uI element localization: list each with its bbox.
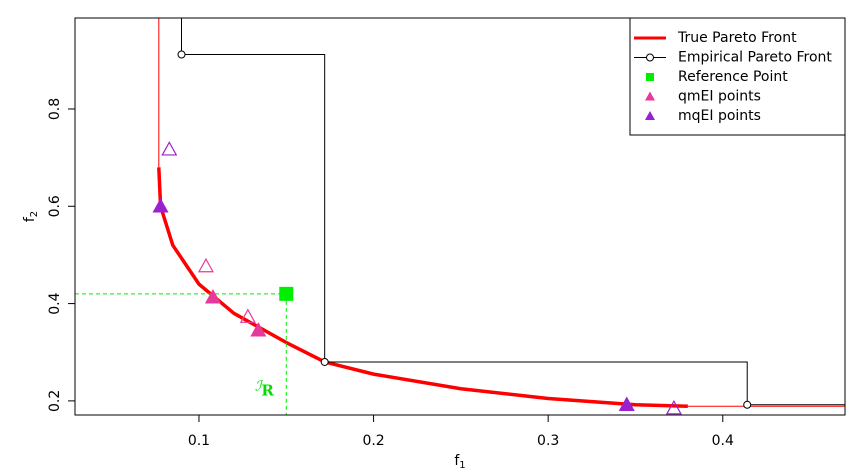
annotation-main: ℐ bbox=[255, 378, 264, 394]
legend-label: Empirical Pareto Front bbox=[678, 50, 832, 66]
empirical-point bbox=[743, 400, 752, 409]
ei-point bbox=[239, 308, 256, 323]
legend-label: Reference Point bbox=[678, 69, 788, 85]
ei-point bbox=[250, 322, 267, 337]
ei-point bbox=[161, 141, 178, 156]
true-pareto-front bbox=[157, 167, 688, 408]
y-tick-label: 0.4 bbox=[47, 292, 63, 314]
ei-point bbox=[618, 396, 635, 411]
empirical-point bbox=[177, 50, 186, 59]
ei-point bbox=[204, 289, 221, 304]
legend-key bbox=[645, 91, 655, 101]
x-label-main: f bbox=[454, 453, 460, 469]
annotation: ℐR bbox=[255, 378, 275, 399]
empirical-point bbox=[320, 357, 329, 366]
legend-key bbox=[646, 73, 654, 81]
annotation-sub: R bbox=[261, 381, 274, 399]
x-axis-label: f1 bbox=[454, 453, 465, 471]
y-label-sub: 2 bbox=[29, 211, 40, 217]
legend-key bbox=[646, 53, 654, 62]
legend-label: mqEI points bbox=[678, 108, 761, 124]
y-tick-label: 0.2 bbox=[47, 390, 63, 412]
x-tick-label: 0.1 bbox=[188, 433, 210, 449]
x-tick-label: 0.2 bbox=[362, 433, 384, 449]
plot-frame bbox=[74, 17, 846, 416]
y-label-main: f bbox=[22, 216, 38, 222]
ei-point bbox=[665, 399, 682, 415]
x-label-sub: 1 bbox=[459, 460, 465, 471]
legend-label: qmEI points bbox=[678, 89, 761, 105]
legend-label: True Pareto Front bbox=[677, 30, 797, 46]
y-axis-label: f2 bbox=[22, 211, 40, 222]
ei-point bbox=[197, 257, 214, 273]
ei-point bbox=[152, 198, 169, 213]
y-tick-label: 0.8 bbox=[47, 98, 63, 120]
legend-key bbox=[645, 111, 655, 120]
y-tick-label: 0.6 bbox=[47, 195, 63, 217]
x-tick-label: 0.4 bbox=[712, 433, 734, 449]
reference-point bbox=[279, 286, 294, 301]
x-tick-label: 0.3 bbox=[537, 433, 559, 449]
